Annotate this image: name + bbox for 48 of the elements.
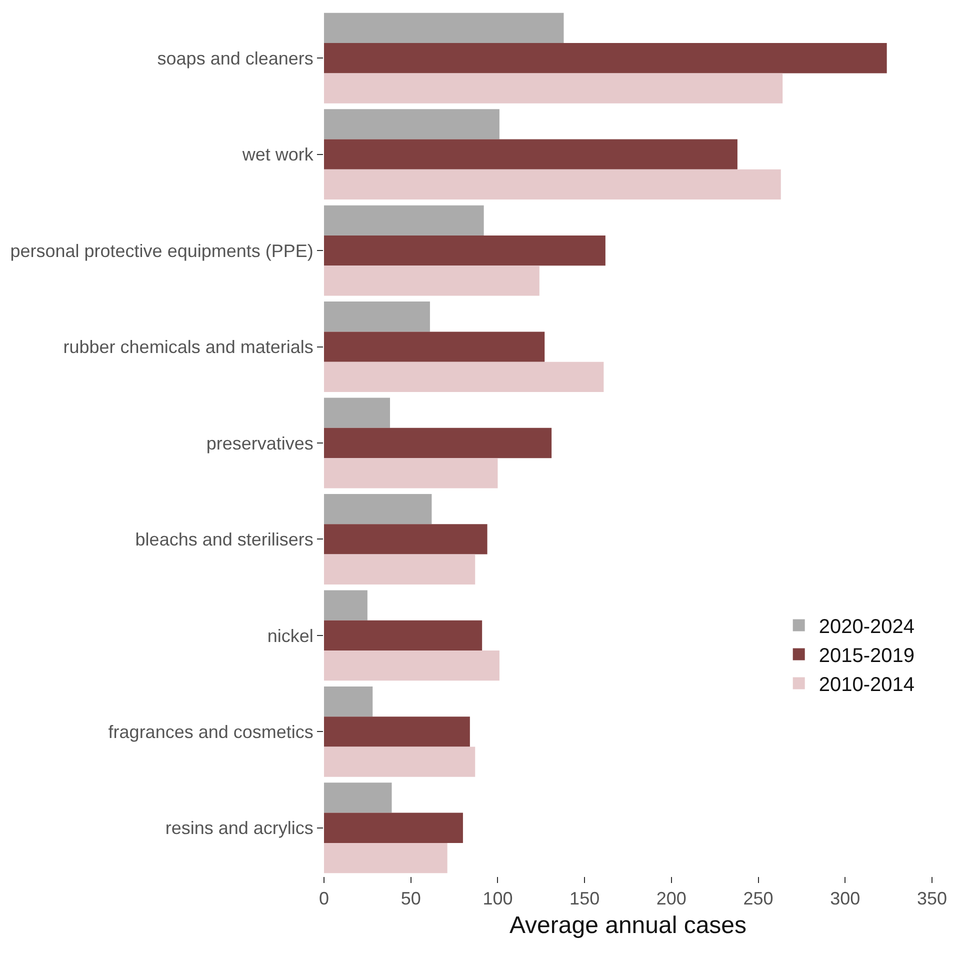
- bar: [324, 12, 564, 44]
- bar: [324, 458, 498, 488]
- bar: [324, 812, 463, 843]
- bar: [324, 398, 390, 428]
- bar: [324, 109, 500, 140]
- bar: [324, 686, 373, 717]
- y-tick-label: nickel: [267, 626, 314, 646]
- bar: [324, 266, 540, 296]
- x-tick-label: 50: [400, 888, 421, 909]
- x-tick-label: 0: [318, 888, 330, 909]
- y-tick-label: wet work: [241, 144, 314, 165]
- legend-label: 2015-2019: [818, 645, 914, 668]
- legend-label: 2010-2014: [818, 674, 914, 696]
- bar: [324, 782, 392, 813]
- bar: [324, 620, 482, 651]
- bar: [324, 139, 738, 170]
- bar: [324, 650, 500, 681]
- y-tick-label: soaps and cleaners: [157, 48, 314, 68]
- y-tick-label: personal protective equipments (PPE): [10, 240, 314, 261]
- x-tick-label: 250: [743, 888, 774, 909]
- bar: [324, 494, 432, 524]
- y-tick-label: preservatives: [206, 433, 314, 454]
- bar: [324, 43, 887, 74]
- y-tick-label: rubber chemicals and materials: [63, 337, 314, 358]
- y-tick-label: bleachs and sterilisers: [135, 530, 314, 550]
- bar: [324, 235, 606, 266]
- x-tick-label: 100: [482, 888, 513, 909]
- x-tick-label: 350: [916, 888, 948, 909]
- x-tick-label: 200: [656, 888, 686, 909]
- bar: [324, 205, 484, 236]
- bar: [324, 428, 552, 458]
- bar: [324, 524, 488, 554]
- x-tick-label: 150: [570, 888, 600, 909]
- bar: [324, 362, 604, 392]
- bar: [324, 302, 430, 332]
- bar: [324, 554, 476, 584]
- bar: [324, 73, 783, 104]
- bar: [324, 169, 781, 200]
- x-tick-label: 300: [830, 888, 860, 909]
- y-tick-label: fragrances and cosmetics: [108, 722, 314, 742]
- bar: [324, 716, 470, 747]
- bar: [324, 590, 368, 620]
- bar: [324, 746, 476, 777]
- x-axis-title: Average annual cases: [509, 912, 747, 939]
- bar: [324, 332, 545, 362]
- y-tick-label: resins and acrylics: [165, 818, 314, 838]
- legend-label: 2020-2024: [818, 616, 914, 638]
- bar: [324, 842, 448, 874]
